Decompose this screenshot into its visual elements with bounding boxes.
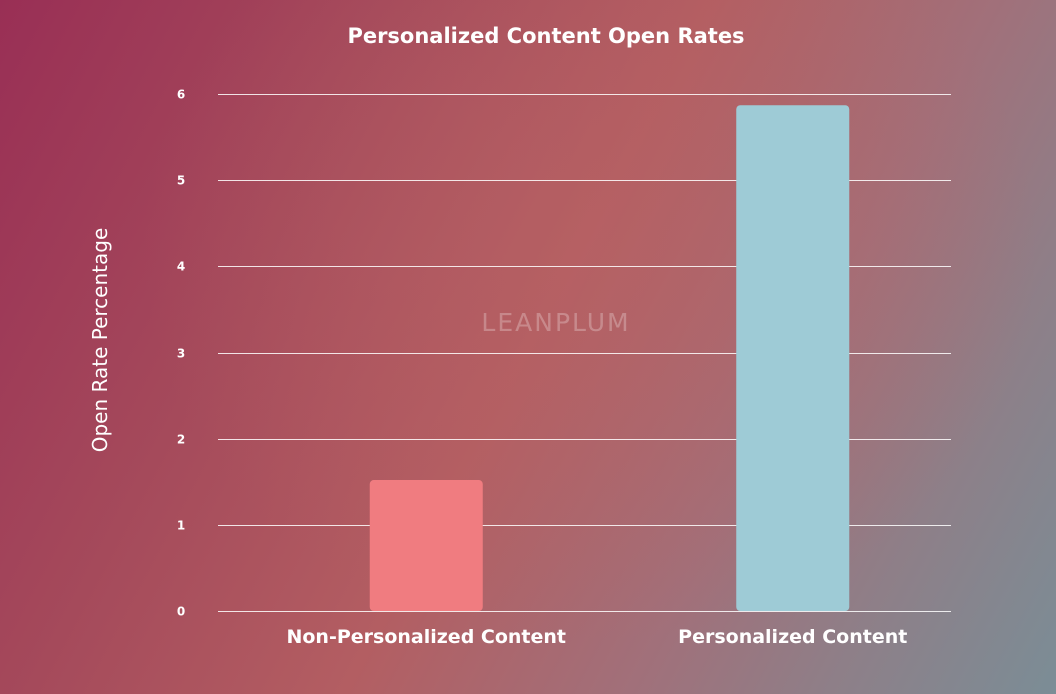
x-axis-categories: Non-Personalized Content Personalized Con… <box>286 626 907 648</box>
y-axis-ticks: 0 1 2 3 4 5 6 <box>177 88 185 619</box>
x-category-label: Non-Personalized Content <box>286 626 566 648</box>
watermark-logo: LEANPLUM <box>481 308 630 337</box>
bars <box>369 105 850 612</box>
bar-non-personalized <box>369 480 483 611</box>
y-tick-label: 3 <box>177 347 185 361</box>
y-tick-label: 4 <box>177 260 185 274</box>
x-category-label: Personalized Content <box>678 626 907 648</box>
y-tick-label: 2 <box>177 433 185 447</box>
bar-personalized <box>736 105 850 612</box>
y-tick-label: 0 <box>177 605 185 619</box>
chart-title: Personalized Content Open Rates <box>347 24 744 48</box>
y-tick-label: 5 <box>177 174 185 188</box>
y-axis-label: Open Rate Percentage <box>88 228 112 453</box>
gridlines <box>218 94 951 612</box>
y-tick-label: 6 <box>177 88 185 102</box>
y-tick-label: 1 <box>177 519 185 533</box>
